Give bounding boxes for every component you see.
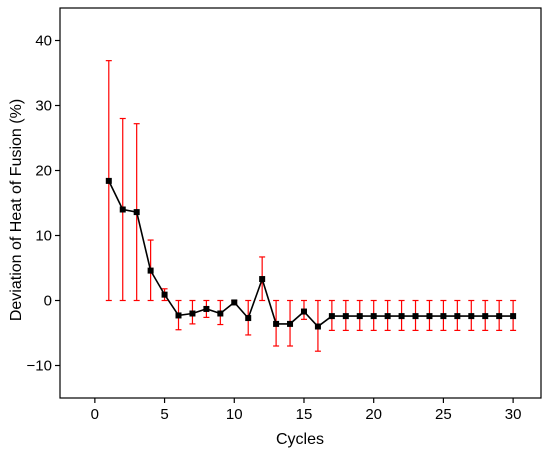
- y-tick-label: 40: [35, 33, 52, 50]
- data-point: [468, 313, 475, 320]
- x-tick-label: 20: [365, 406, 382, 423]
- data-point: [412, 313, 419, 320]
- data-point: [245, 315, 252, 322]
- x-tick-label: 10: [226, 406, 243, 423]
- y-axis-title: Deviation of Heat of Fusion (%): [8, 99, 25, 321]
- error-bars: [105, 60, 517, 352]
- y-tick-label: 10: [35, 228, 52, 245]
- plot-frame: [59, 7, 542, 399]
- data-point: [300, 308, 307, 315]
- data-point: [398, 313, 405, 320]
- data-point: [496, 313, 503, 320]
- data-point: [189, 310, 196, 317]
- data-point: [370, 313, 377, 320]
- data-point: [342, 313, 349, 320]
- data-point: [328, 313, 335, 320]
- data-point: [356, 313, 363, 320]
- data-point: [203, 305, 210, 312]
- data-point: [175, 312, 182, 319]
- y-tick-label: 0: [44, 293, 52, 310]
- data-point: [510, 313, 517, 320]
- x-tick-label: 15: [296, 406, 313, 423]
- y-tick-label: 20: [35, 163, 52, 180]
- data-point: [259, 276, 266, 283]
- data-point: [314, 323, 321, 330]
- y-tick-label: 30: [35, 98, 52, 115]
- series-line-group: [108, 180, 514, 328]
- data-point: [217, 310, 224, 317]
- data-point: [231, 299, 238, 306]
- x-tick-label: 0: [91, 406, 99, 423]
- data-point: [119, 206, 126, 213]
- data-point: [384, 313, 391, 320]
- data-point: [454, 313, 461, 320]
- data-point: [482, 313, 489, 320]
- data-point: [133, 209, 140, 216]
- plot-border: [59, 7, 542, 399]
- y-tick-label: −10: [27, 358, 52, 375]
- data-point: [105, 177, 112, 184]
- data-point: [426, 313, 433, 320]
- series-line: [108, 180, 514, 328]
- x-tick-label: 25: [435, 406, 452, 423]
- data-point: [147, 267, 154, 274]
- data-point: [161, 291, 168, 298]
- x-axis-title: Cycles: [276, 431, 324, 448]
- x-tick-label: 30: [505, 406, 522, 423]
- data-point: [273, 320, 280, 327]
- data-point: [440, 313, 447, 320]
- x-tick-label: 5: [160, 406, 168, 423]
- data-markers: [105, 177, 517, 330]
- axis-ticks: 0 5 10 15 20 25 30 −10 0 10 20 30 40: [27, 33, 522, 424]
- data-point: [287, 320, 294, 327]
